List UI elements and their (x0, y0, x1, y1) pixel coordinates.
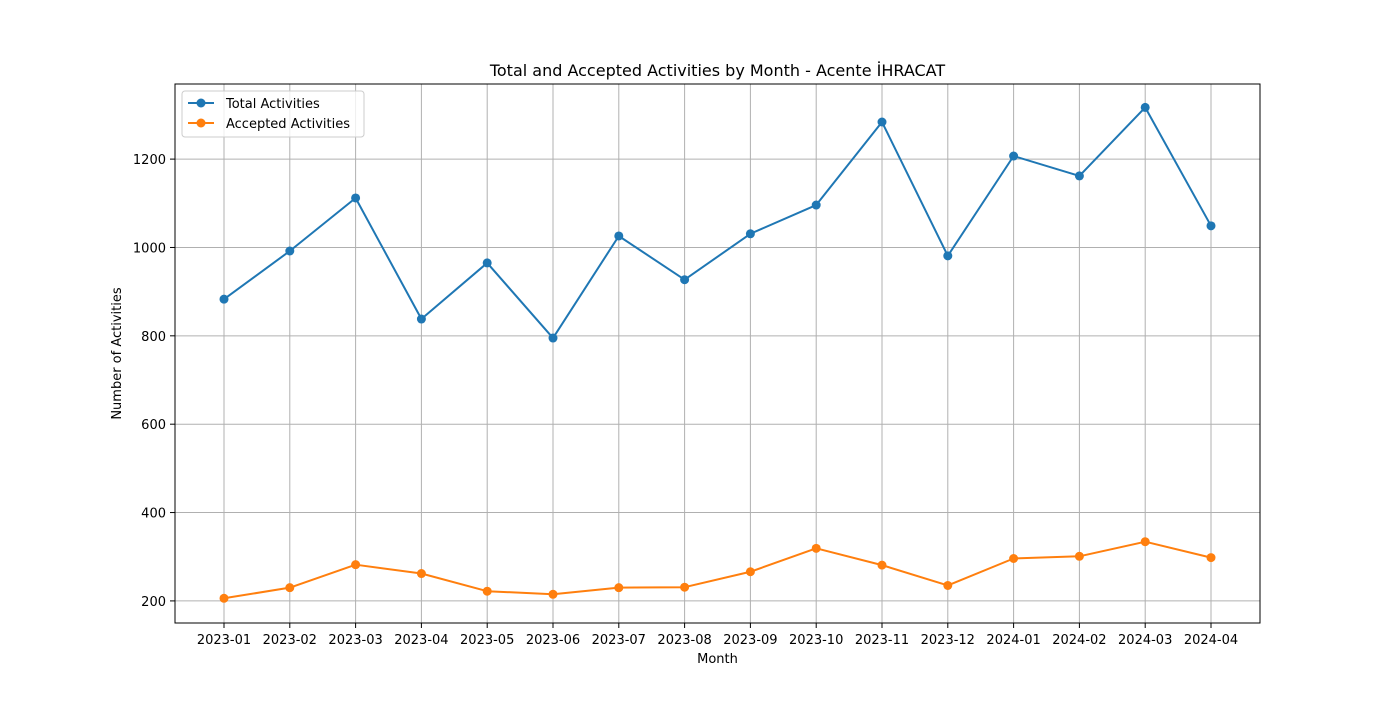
x-tick-label: 2023-12 (921, 633, 975, 648)
legend-label: Total Activities (225, 97, 320, 112)
data-point (1140, 102, 1150, 112)
y-axis-label: Number of Activities (110, 287, 125, 420)
x-tick-label: 2024-02 (1052, 633, 1106, 648)
y-tick-label: 1000 (133, 241, 166, 256)
data-point (285, 246, 295, 256)
data-point (482, 258, 492, 268)
data-point (1009, 151, 1019, 161)
data-point (811, 543, 821, 553)
series-line (223, 540, 1212, 600)
x-tick-label: 2024-03 (1118, 633, 1172, 648)
data-point (680, 582, 690, 592)
data-point (745, 567, 755, 577)
data-point (416, 314, 426, 324)
data-point (877, 560, 887, 570)
y-axis-ticks: 200 400 600 800 1000 1200 (133, 153, 175, 610)
data-point (943, 251, 953, 261)
y-tick-label: 400 (141, 507, 166, 522)
data-point (1140, 537, 1150, 547)
data-point (416, 569, 426, 579)
data-point (482, 586, 492, 596)
x-tick-label: 2023-08 (657, 633, 711, 648)
data-point (219, 294, 229, 304)
data-point (1206, 221, 1216, 231)
data-point (285, 583, 295, 593)
data-point (548, 589, 558, 599)
x-tick-label: 2023-11 (855, 633, 909, 648)
data-point (680, 275, 690, 285)
chart-title: Total and Accepted Activities by Month -… (489, 61, 946, 80)
data-point (943, 580, 953, 590)
x-tick-label: 2023-10 (789, 633, 843, 648)
x-axis-label: Month (697, 652, 738, 667)
legend-item: Total Activities (188, 97, 320, 112)
data-point (548, 333, 558, 343)
series-total-activities (219, 102, 1216, 343)
legend-label: Accepted Activities (226, 117, 350, 132)
data-point (1074, 171, 1084, 181)
legend-item: Accepted Activities (188, 117, 350, 132)
data-point (1206, 553, 1216, 563)
x-tick-label: 2024-01 (986, 633, 1040, 648)
legend-marker (196, 118, 206, 128)
x-tick-label: 2023-09 (723, 633, 777, 648)
x-tick-label: 2023-05 (460, 633, 514, 648)
x-tick-label: 2023-07 (592, 633, 646, 648)
x-tick-label: 2023-03 (328, 633, 382, 648)
data-point (1009, 553, 1019, 563)
grid-lines (175, 84, 1260, 623)
data-point (745, 229, 755, 239)
y-tick-label: 200 (141, 595, 166, 610)
series-lines (219, 102, 1216, 603)
x-tick-label: 2023-06 (526, 633, 580, 648)
series-accepted-activities (219, 537, 1216, 603)
data-point (351, 560, 361, 570)
y-tick-label: 600 (141, 418, 166, 433)
y-tick-label: 800 (141, 330, 166, 345)
x-tick-label: 2023-04 (394, 633, 448, 648)
x-tick-label: 2023-01 (197, 633, 251, 648)
series-line (223, 106, 1212, 340)
data-point (1074, 551, 1084, 561)
y-tick-label: 1200 (133, 153, 166, 168)
x-tick-label: 2024-04 (1184, 633, 1238, 648)
data-point (877, 117, 887, 127)
data-point (351, 193, 361, 203)
x-axis-ticks: 2023-01 2023-02 2023-03 2023-04 2023-05 2023-… (197, 623, 1238, 648)
x-tick-label: 2023-02 (263, 633, 317, 648)
legend: Total Activities Accepted Activities (181, 90, 365, 138)
legend-box (181, 90, 365, 138)
data-point (219, 593, 229, 603)
data-point (811, 200, 821, 210)
plot-area-frame (174, 83, 1261, 624)
data-point (614, 231, 624, 241)
legend-marker (196, 98, 206, 108)
data-point (614, 583, 624, 593)
